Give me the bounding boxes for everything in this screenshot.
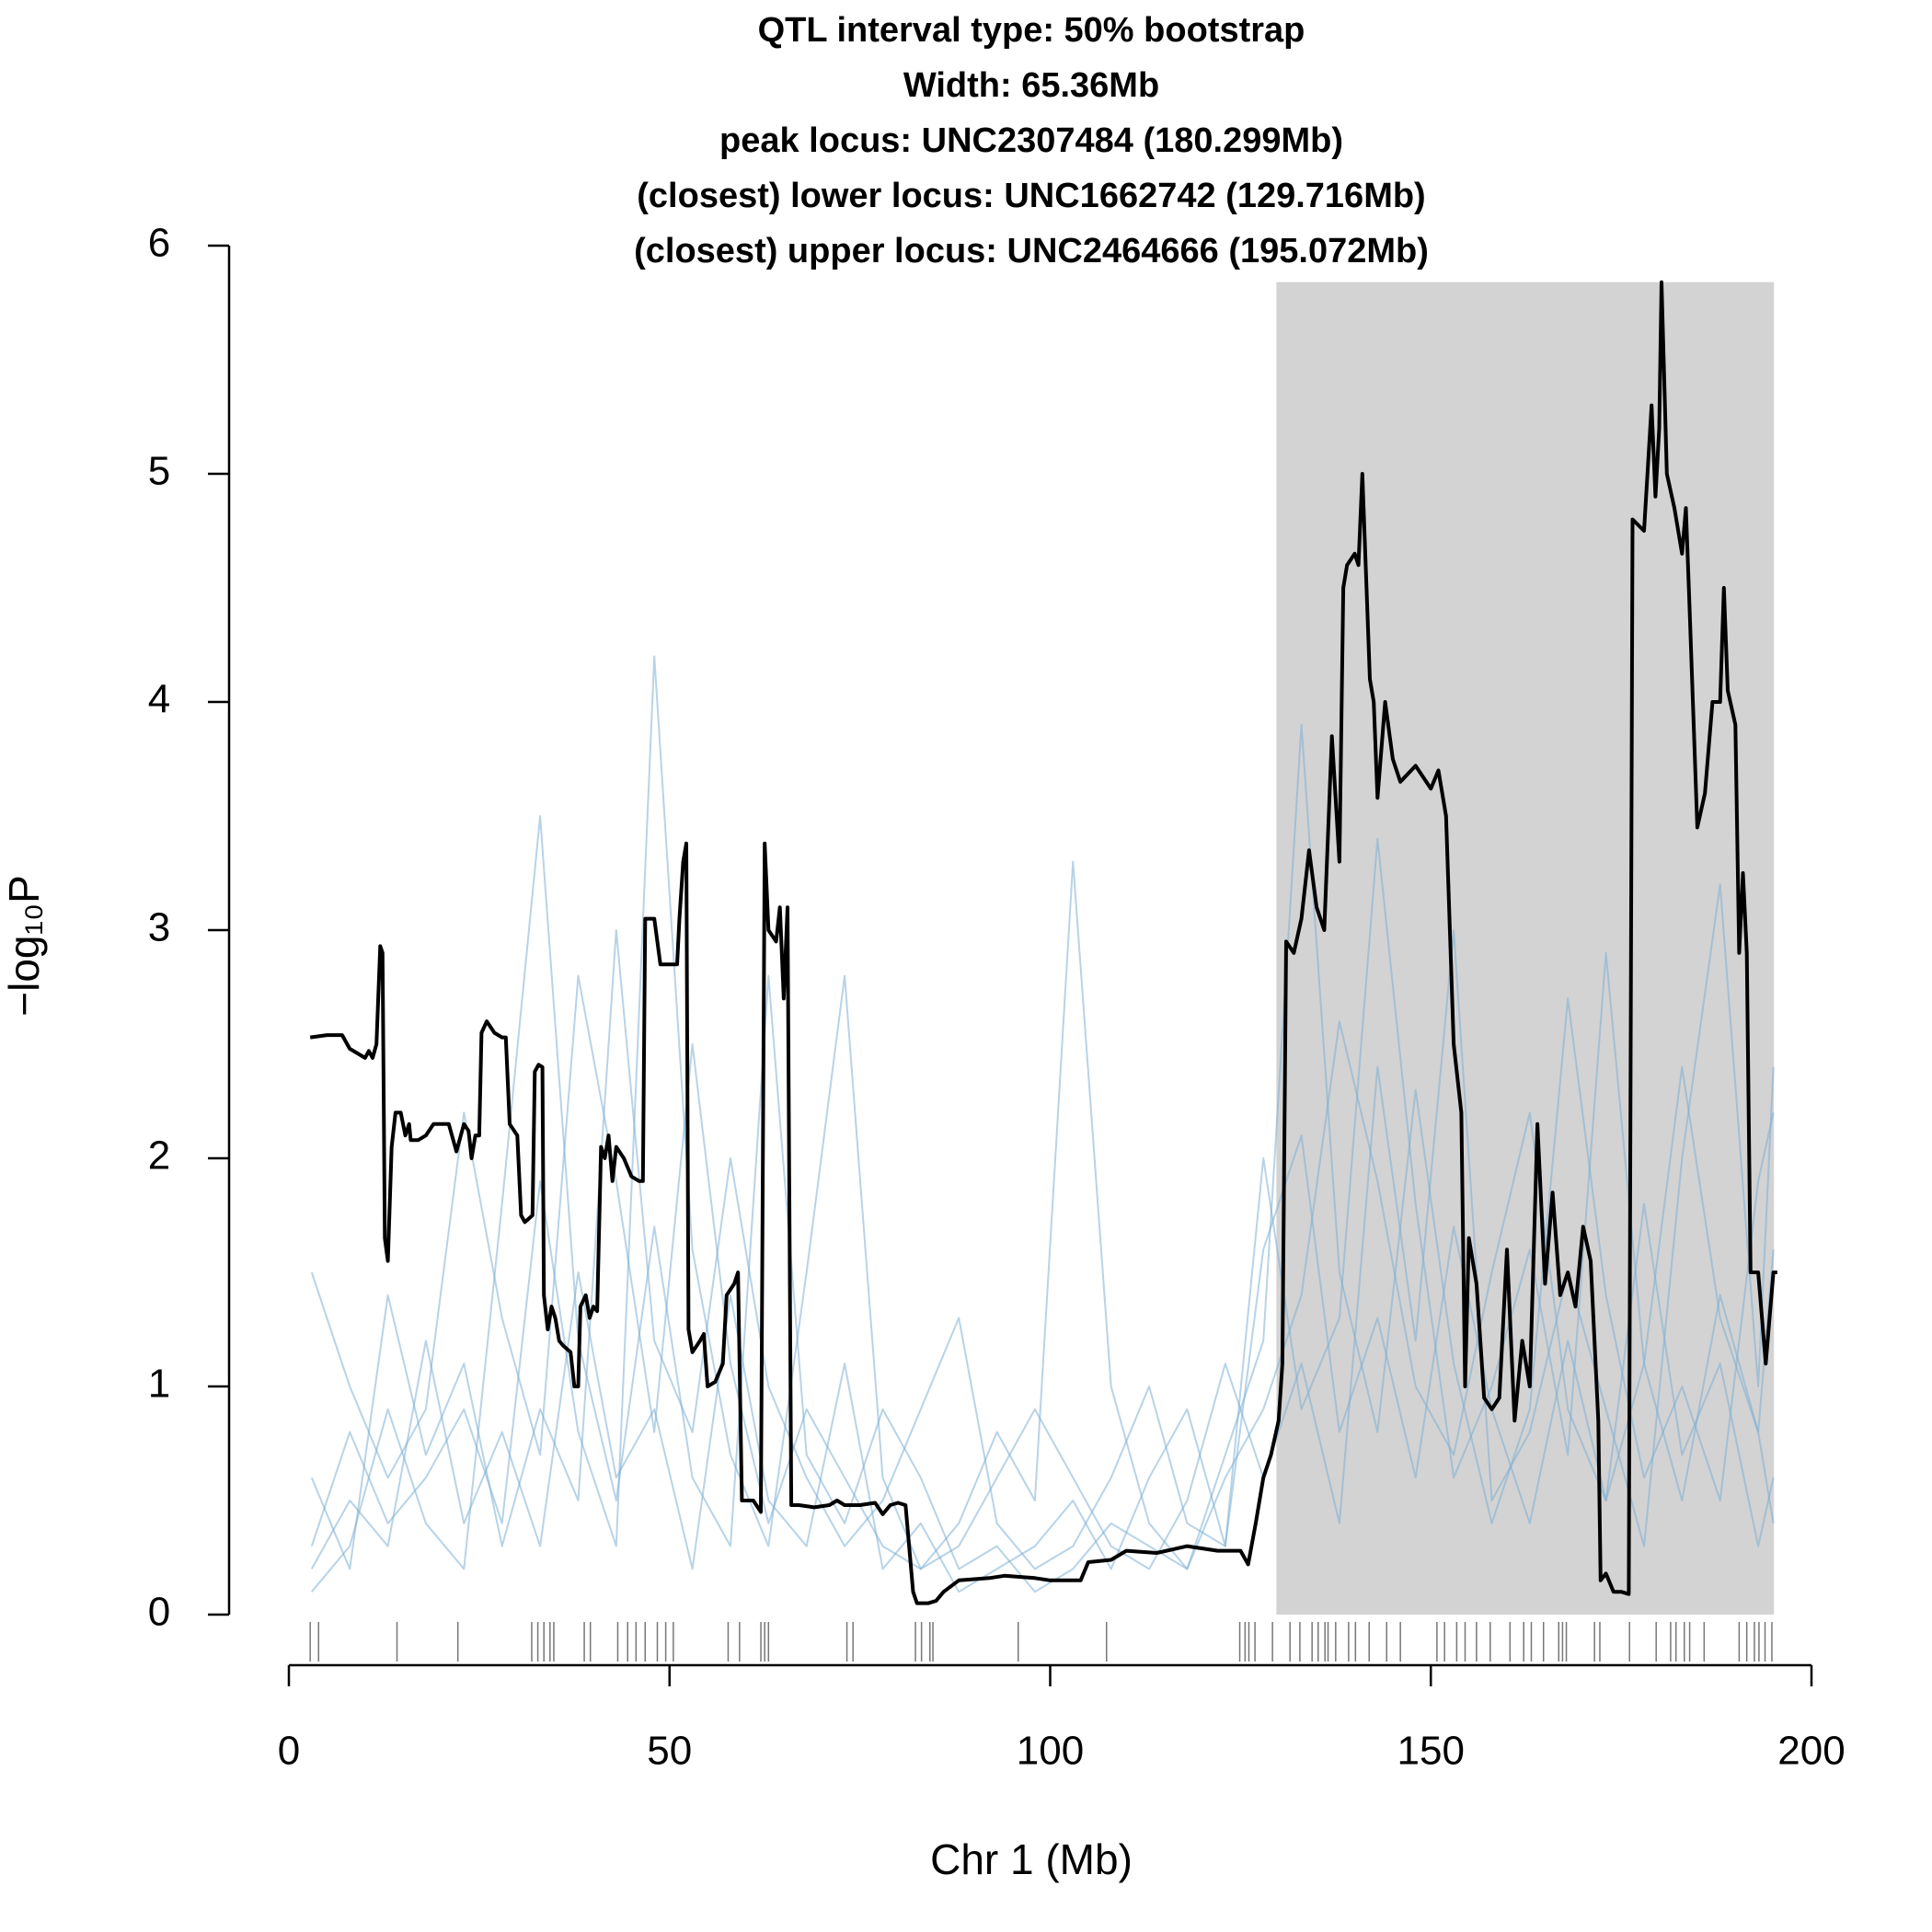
y-tick-label: 2 [148,1133,170,1179]
x-axis-label: Chr 1 (Mb) [930,1835,1133,1883]
chart-title: Width: 65.36Mb [903,66,1159,105]
y-tick-label: 6 [148,221,170,266]
y-tick-label: 4 [148,677,170,722]
permutation-line [310,1134,1775,1593]
plot-area [309,280,1777,1616]
x-tick-label: 150 [1397,1729,1465,1774]
y-axis-label: −log₁₀P [0,875,48,1017]
chart-title: QTL interval type: 50% bootstrap [758,11,1305,50]
permutation-line [310,860,1775,1570]
y-tick-label: 5 [148,449,170,494]
x-tick-label: 100 [1017,1729,1084,1774]
y-tick-label: 0 [148,1590,170,1635]
lod-line [309,280,1777,1605]
y-tick-label: 3 [148,905,170,950]
y-tick-label: 1 [148,1362,170,1407]
x-tick-label: 200 [1777,1729,1845,1774]
chart-title: (closest) upper locus: UNC2464666 (195.0… [634,232,1429,270]
x-tick-label: 50 [647,1729,692,1774]
chart-title: (closest) lower locus: UNC1662742 (129.7… [637,177,1425,215]
x-tick-label: 0 [278,1729,300,1774]
chart-title: peak locus: UNC2307484 (180.299Mb) [719,121,1343,160]
permutation-line [310,655,1775,1570]
